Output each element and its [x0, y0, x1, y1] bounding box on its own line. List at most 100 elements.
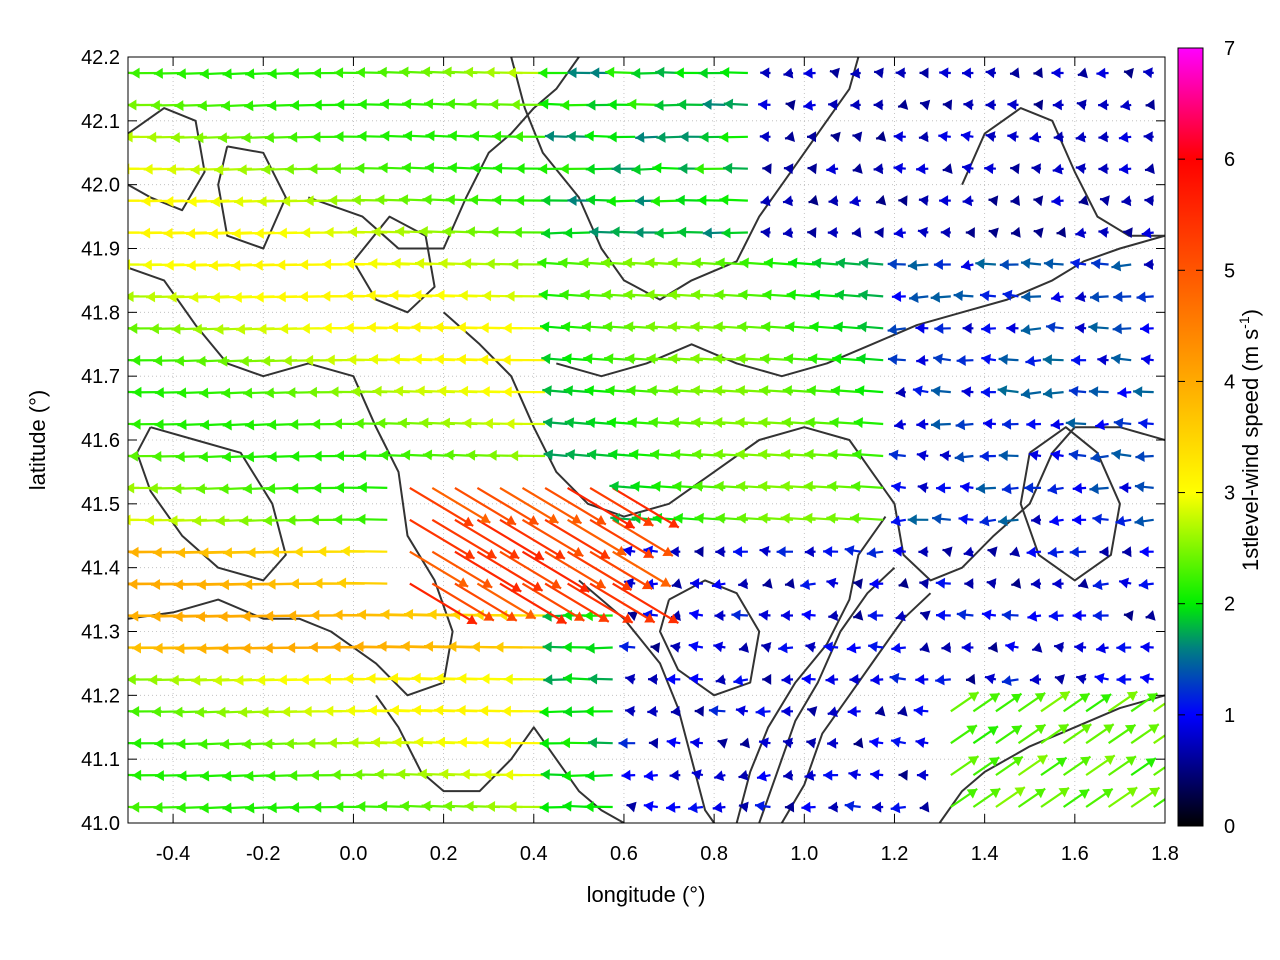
wind-vector-head	[308, 641, 318, 653]
wind-vector-head	[697, 194, 707, 206]
wind-vector	[828, 801, 839, 813]
wind-vector-shaft	[1153, 765, 1165, 777]
wind-vector-head	[419, 417, 429, 429]
wind-vector-head	[1026, 546, 1036, 558]
wind-vector-head	[935, 674, 945, 686]
wind-vector-head	[462, 516, 474, 526]
wind-vector	[808, 194, 819, 206]
wind-vector	[1123, 610, 1134, 622]
wind-vector	[807, 131, 817, 143]
wind-vector-head	[241, 642, 251, 654]
wind-vector-head	[152, 547, 162, 559]
wind-vector	[972, 692, 1001, 713]
wind-vector	[916, 418, 929, 430]
wind-vector-head	[643, 770, 654, 782]
wind-vector	[1051, 195, 1064, 207]
wind-vector-head	[214, 164, 224, 176]
colorbar-title-close: )	[1238, 309, 1263, 316]
wind-vector	[890, 802, 906, 814]
wind-vector-head	[539, 98, 549, 110]
wind-vector	[612, 550, 672, 588]
wind-vector-head	[543, 417, 553, 429]
wind-vector-head	[938, 131, 948, 142]
wind-vector-head	[279, 323, 289, 335]
wind-vector	[887, 324, 906, 335]
wind-vector-head	[481, 578, 493, 588]
wind-vector-head	[321, 290, 331, 302]
wind-vector-head	[805, 641, 816, 653]
wind-vector	[733, 546, 748, 558]
wind-vector-shaft	[521, 550, 590, 593]
wind-vector	[891, 481, 906, 493]
wind-vector-head	[502, 322, 512, 334]
wind-vector-head	[289, 482, 299, 494]
wind-vector-head	[219, 483, 229, 495]
wind-vector-head	[826, 163, 836, 175]
wind-vector-head	[1043, 387, 1053, 399]
wind-vector-head	[131, 642, 141, 654]
wind-vector	[887, 354, 906, 366]
wind-vector	[916, 163, 929, 175]
wind-vector-head	[806, 385, 816, 397]
wind-vector-head	[738, 769, 749, 781]
wind-vector	[955, 419, 974, 431]
wind-vector-head	[624, 321, 634, 333]
wind-vector-head	[1021, 291, 1031, 303]
wind-vector	[941, 642, 951, 653]
wind-vector-head	[758, 512, 768, 524]
wind-vector-shaft	[409, 550, 469, 588]
wind-vector	[1007, 99, 1019, 111]
wind-vector-head	[689, 609, 700, 621]
wind-vector-head	[643, 548, 654, 558]
wind-vector-head	[1048, 610, 1059, 622]
wind-vector-head	[852, 131, 863, 143]
wind-vector-head	[505, 515, 516, 525]
wind-vector	[1144, 195, 1154, 207]
wind-vector-head	[875, 705, 886, 717]
wind-vector-head	[153, 355, 163, 367]
wind-vector-head	[173, 579, 183, 591]
wind-vector-head	[130, 706, 140, 717]
wind-vector	[1040, 723, 1070, 745]
wind-vector-head	[562, 673, 573, 684]
wind-vector-head	[788, 257, 798, 269]
wind-vector-head	[561, 770, 572, 782]
wind-vector	[995, 755, 1024, 777]
wind-vector-head	[622, 257, 633, 269]
wind-vector	[1085, 693, 1112, 713]
wind-vector-head	[584, 705, 594, 717]
wind-vector-head	[607, 131, 617, 143]
wind-vector-head	[715, 512, 725, 524]
wind-vector	[738, 769, 749, 781]
x-tick-label: 0.6	[610, 843, 638, 865]
wind-vector-head	[400, 640, 410, 652]
wind-vector-head	[931, 385, 941, 397]
wind-vector	[915, 674, 929, 685]
wind-vector-head	[1120, 99, 1131, 111]
wind-vector-head	[934, 323, 944, 334]
wind-vector	[711, 579, 726, 590]
wind-vector-head	[310, 609, 320, 621]
wind-vector	[1072, 610, 1087, 621]
wind-vector	[585, 642, 613, 654]
wind-vector-head	[1010, 195, 1020, 206]
wind-vector-head	[966, 725, 977, 735]
wind-vector-head	[562, 353, 572, 365]
wind-vector-head	[981, 609, 992, 621]
wind-vector-head	[151, 579, 161, 590]
wind-vector-head	[897, 705, 908, 717]
wind-vector	[563, 385, 591, 397]
wind-vector-head	[332, 418, 342, 430]
wind-vector	[870, 674, 884, 686]
wind-vector-head	[760, 67, 770, 79]
wind-vector-head	[583, 610, 593, 622]
wind-vector-head	[891, 736, 901, 748]
wind-vector-head	[631, 512, 642, 524]
wind-vector-head	[541, 195, 551, 206]
wind-vector	[671, 578, 682, 589]
y-axis-title: latitude (°)	[25, 390, 50, 491]
wind-vector-head	[218, 355, 228, 367]
wind-vector-head	[507, 801, 517, 813]
wind-vector	[1098, 163, 1109, 175]
wind-vector-head	[804, 546, 814, 558]
